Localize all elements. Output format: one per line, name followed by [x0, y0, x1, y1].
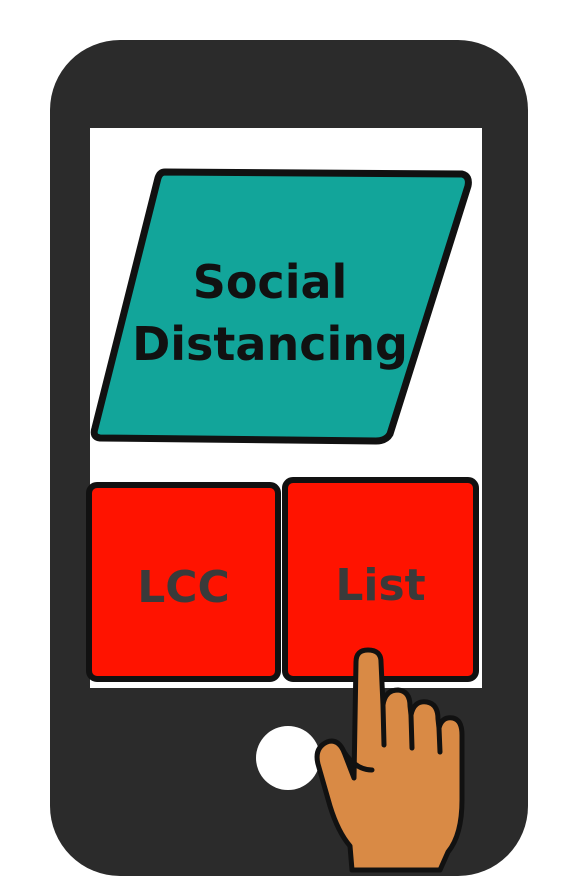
social-distancing-title-line1: Social	[192, 255, 348, 309]
social-distancing-tile[interactable]	[90, 168, 472, 445]
lcc-tile[interactable]	[86, 482, 281, 682]
list-label: List	[335, 560, 426, 611]
circle-home-button-icon[interactable]	[256, 726, 320, 790]
lcc-label: LCC	[137, 562, 230, 613]
social-distancing-title-line2: Distancing	[132, 317, 408, 371]
pointing-hand-icon	[314, 647, 465, 873]
